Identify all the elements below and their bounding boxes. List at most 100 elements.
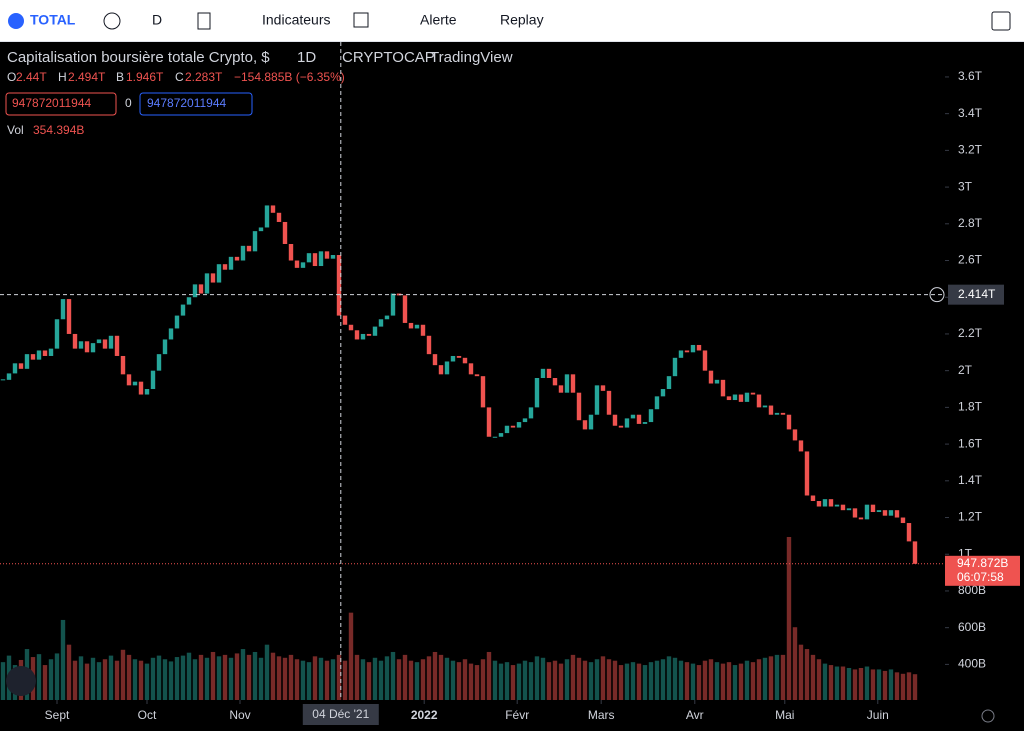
candle bbox=[162, 339, 168, 355]
volume-bar bbox=[798, 644, 804, 700]
symbol[interactable]: TOTAL bbox=[30, 12, 76, 28]
chart-type-icon[interactable] bbox=[197, 12, 211, 30]
templates-icon[interactable] bbox=[353, 12, 369, 28]
settings-icon[interactable] bbox=[981, 709, 995, 723]
candle bbox=[582, 420, 588, 430]
volume-bar bbox=[558, 663, 564, 700]
candle bbox=[228, 256, 234, 270]
volume-bar bbox=[324, 660, 330, 700]
candle bbox=[816, 501, 822, 507]
volume-bar bbox=[126, 654, 132, 700]
volume-bar bbox=[90, 657, 96, 700]
volume-bar bbox=[522, 660, 528, 700]
volume-bar bbox=[162, 659, 168, 700]
candle bbox=[450, 355, 456, 362]
input-value[interactable]: 947872011944 bbox=[147, 96, 227, 110]
volume-bar bbox=[36, 654, 42, 700]
input-value[interactable]: 0 bbox=[125, 96, 132, 110]
candle bbox=[264, 205, 270, 228]
chart-title: Capitalisation boursière totale Crypto, … bbox=[7, 49, 270, 66]
volume-bar bbox=[702, 660, 708, 700]
candle bbox=[888, 510, 894, 516]
volume-bar bbox=[912, 674, 918, 700]
ohlc-key: C bbox=[175, 70, 184, 84]
candle bbox=[300, 262, 306, 268]
candle bbox=[522, 418, 528, 423]
candle bbox=[90, 343, 96, 353]
alert[interactable]: Alerte bbox=[420, 12, 457, 28]
candle bbox=[732, 394, 738, 401]
indicators[interactable]: Indicateurs bbox=[262, 12, 330, 28]
volume-bar bbox=[696, 665, 702, 700]
volume-bar bbox=[528, 662, 534, 700]
volume-bar bbox=[642, 665, 648, 700]
crosshair-y-label: 2.414T bbox=[958, 287, 996, 301]
candle bbox=[738, 394, 744, 402]
volume-bar bbox=[96, 662, 102, 700]
add-icon[interactable] bbox=[103, 12, 121, 30]
ohlc-value: 2.44T bbox=[16, 70, 47, 84]
input-value[interactable]: 947872011944 bbox=[12, 96, 92, 110]
volume-bar bbox=[372, 657, 378, 700]
volume-bar bbox=[666, 656, 672, 700]
volume-bar bbox=[672, 657, 678, 700]
candle bbox=[414, 324, 420, 329]
volume-bar bbox=[738, 663, 744, 700]
volume-bar bbox=[834, 666, 840, 700]
candle bbox=[396, 293, 402, 296]
input-box[interactable] bbox=[139, 92, 253, 116]
volume-bar bbox=[774, 654, 780, 700]
volume-bar bbox=[852, 669, 858, 700]
replay[interactable]: Replay bbox=[500, 12, 544, 28]
volume-bar bbox=[822, 663, 828, 700]
candle bbox=[702, 350, 708, 371]
volume-bar bbox=[312, 656, 318, 700]
candle bbox=[594, 385, 600, 415]
candle bbox=[654, 396, 660, 410]
volume-bar bbox=[54, 653, 60, 700]
volume-bar bbox=[48, 659, 54, 700]
candle bbox=[636, 414, 642, 424]
volume-bar bbox=[732, 665, 738, 700]
volume-bar bbox=[660, 659, 666, 700]
fullscreen-icon[interactable] bbox=[991, 11, 1011, 31]
ohlc-value: 2.283T bbox=[185, 70, 223, 84]
candle bbox=[306, 253, 312, 263]
volume-bar bbox=[594, 659, 600, 700]
candle bbox=[348, 324, 354, 331]
volume-bar bbox=[432, 651, 438, 700]
candle bbox=[684, 350, 690, 353]
volume-bar bbox=[384, 656, 390, 700]
add-alert[interactable] bbox=[929, 287, 945, 303]
candle bbox=[78, 341, 84, 349]
candle bbox=[102, 339, 108, 349]
candle bbox=[762, 405, 768, 408]
candle bbox=[606, 390, 612, 415]
volume-bar bbox=[828, 665, 834, 700]
candle bbox=[456, 355, 462, 358]
candle bbox=[342, 315, 348, 325]
candle bbox=[468, 363, 474, 375]
volume-bar bbox=[396, 659, 402, 700]
candle bbox=[516, 422, 522, 428]
volume-bar bbox=[198, 654, 204, 700]
volume-bar bbox=[348, 612, 354, 700]
candle bbox=[618, 425, 624, 428]
candle bbox=[852, 508, 858, 518]
volume-bar bbox=[468, 663, 474, 700]
candle bbox=[708, 370, 714, 384]
candle bbox=[900, 517, 906, 524]
candle bbox=[660, 389, 666, 397]
candle bbox=[270, 205, 276, 213]
interval[interactable]: D bbox=[152, 12, 162, 28]
candle bbox=[444, 361, 450, 375]
candle bbox=[648, 409, 654, 423]
candle bbox=[462, 357, 468, 364]
volume-bar bbox=[474, 665, 480, 700]
candle bbox=[750, 392, 756, 395]
input-box[interactable] bbox=[5, 92, 117, 116]
legend: Capitalisation boursière totale Crypto, … bbox=[5, 49, 513, 137]
candle bbox=[426, 335, 432, 355]
volume-bar bbox=[336, 654, 342, 700]
volume-bar bbox=[306, 662, 312, 700]
